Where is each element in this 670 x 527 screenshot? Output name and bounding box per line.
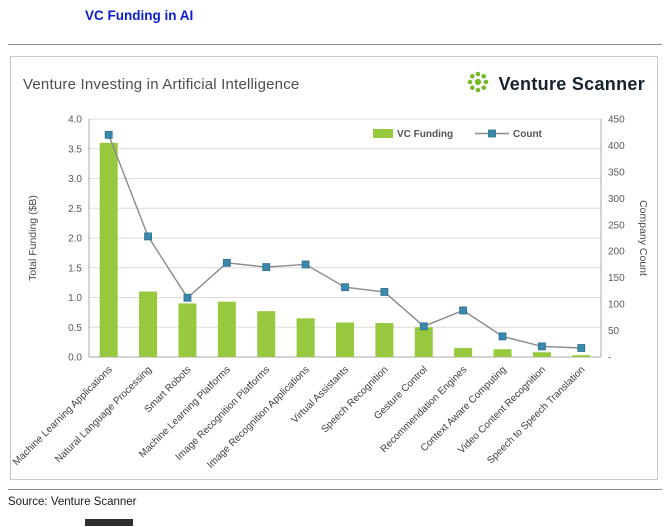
svg-text:-: -: [608, 353, 611, 364]
left-axis-title: Total Funding ($B): [27, 195, 39, 281]
svg-text:450: 450: [608, 115, 625, 126]
right-axis-ticks: - 50 100 150 200 250 300 350 400 450: [608, 115, 625, 364]
svg-text:150: 150: [608, 273, 625, 284]
svg-text:1.0: 1.0: [68, 293, 82, 304]
bottom-divider: [8, 489, 662, 490]
legend: VC Funding Count: [373, 129, 543, 140]
dot-globe-icon: [465, 69, 491, 100]
svg-text:2.5: 2.5: [68, 204, 82, 215]
svg-text:0.5: 0.5: [68, 323, 82, 334]
count-markers: [104, 130, 586, 352]
chart-card-header: Venture Investing in Artificial Intellig…: [23, 67, 645, 101]
funding-bars: [99, 142, 591, 357]
svg-text:VC Funding: VC Funding: [397, 129, 453, 140]
svg-text:250: 250: [608, 220, 625, 231]
svg-text:200: 200: [608, 247, 625, 258]
chart-svg: 0.0 0.5 1.0 1.5 2.0 2.5 3.0 3.5 4.0 - 50 100 150 200 2…: [11, 115, 649, 471]
svg-text:4.0: 4.0: [68, 115, 82, 126]
svg-text:50: 50: [608, 326, 620, 337]
top-divider: [8, 44, 662, 45]
svg-text:3.0: 3.0: [68, 174, 82, 185]
svg-text:3.5: 3.5: [68, 144, 82, 155]
svg-text:400: 400: [608, 141, 625, 152]
cropped-content-fragment: [85, 519, 133, 526]
svg-text:100: 100: [608, 300, 625, 311]
left-axis-ticks: 0.0 0.5 1.0 1.5 2.0 2.5 3.0 3.5 4.0: [68, 115, 82, 364]
right-axis-title: Company Count: [637, 200, 649, 276]
chart-card: Venture Investing in Artificial Intellig…: [10, 56, 658, 480]
venture-scanner-logo: Venture Scanner: [465, 69, 645, 100]
svg-text:0.0: 0.0: [68, 353, 82, 364]
svg-text:Speech Recognition: Speech Recognition: [319, 364, 390, 435]
svg-text:350: 350: [608, 167, 625, 178]
logo-wordmark: Venture Scanner: [498, 73, 645, 94]
svg-text:1.5: 1.5: [68, 263, 82, 274]
svg-text:Count: Count: [513, 129, 543, 140]
svg-text:2.0: 2.0: [68, 234, 82, 245]
page-title: VC Funding in AI: [85, 8, 194, 23]
gridlines: [89, 118, 601, 328]
svg-text:300: 300: [608, 194, 625, 205]
chart-title: Venture Investing in Artificial Intellig…: [23, 75, 300, 93]
source-caption: Source: Venture Scanner: [8, 496, 137, 508]
